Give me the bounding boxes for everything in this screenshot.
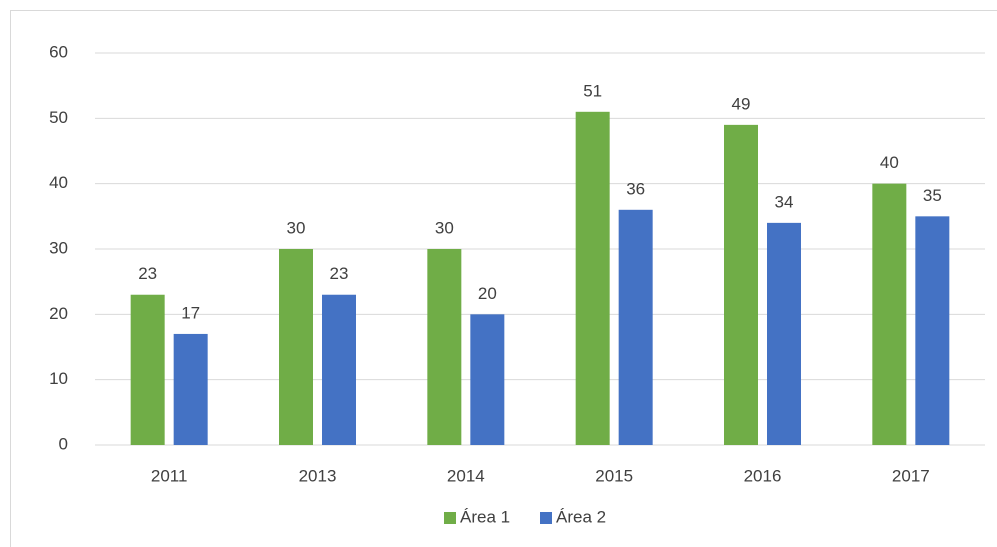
chart-border <box>10 10 997 547</box>
y-tick-label: 20 <box>49 304 68 323</box>
bar <box>427 249 462 445</box>
bar <box>279 249 313 445</box>
data-label: 23 <box>138 264 157 283</box>
x-tick-label: 2011 <box>151 466 188 485</box>
data-label: 20 <box>478 284 497 303</box>
bar <box>575 111 610 446</box>
bar <box>470 314 505 445</box>
legend-label: Área 1 <box>460 507 510 526</box>
y-tick-label: 50 <box>49 108 68 127</box>
legend-label: Área 2 <box>556 507 606 526</box>
data-label: 34 <box>775 192 794 211</box>
y-tick-label: 10 <box>49 369 68 388</box>
x-tick-label: 2016 <box>744 466 782 485</box>
bar <box>915 216 950 445</box>
data-label: 35 <box>923 186 942 205</box>
x-tick-label: 2014 <box>447 466 485 485</box>
y-tick-label: 60 <box>49 42 68 61</box>
bar <box>618 209 653 445</box>
data-label: 49 <box>732 94 751 113</box>
bar <box>872 183 907 445</box>
data-label: 30 <box>287 218 306 237</box>
y-tick-label: 40 <box>49 173 68 192</box>
y-tick-label: 0 <box>59 434 68 453</box>
data-label: 51 <box>583 81 602 100</box>
data-label: 17 <box>181 303 200 322</box>
data-label: 36 <box>626 179 645 198</box>
data-label: 40 <box>880 153 899 172</box>
bar <box>322 294 356 445</box>
legend-swatch <box>540 512 552 524</box>
bar <box>130 294 165 445</box>
x-tick-label: 2015 <box>595 466 633 485</box>
bar <box>767 222 801 445</box>
data-label: 23 <box>330 264 349 283</box>
data-label: 30 <box>435 218 454 237</box>
legend-swatch <box>444 512 456 524</box>
bar <box>724 124 758 445</box>
x-tick-label: 2017 <box>892 466 930 485</box>
x-tick-label: 2013 <box>299 466 337 485</box>
y-tick-label: 30 <box>49 238 68 257</box>
bar <box>173 333 208 445</box>
